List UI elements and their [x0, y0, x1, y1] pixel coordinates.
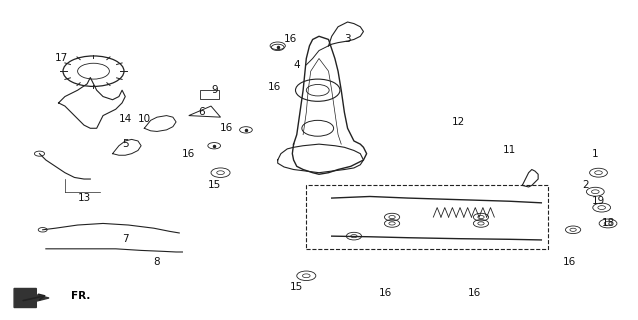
Text: 2: 2 [582, 180, 589, 190]
Text: 15: 15 [207, 180, 221, 190]
Text: 16: 16 [563, 257, 577, 267]
Text: 18: 18 [602, 219, 614, 228]
Text: 14: 14 [119, 114, 132, 124]
Text: 13: 13 [77, 193, 91, 203]
Text: 7: 7 [122, 234, 129, 244]
Text: 16: 16 [379, 288, 392, 298]
Text: 5: 5 [122, 139, 129, 149]
Text: 19: 19 [592, 196, 605, 206]
Text: 16: 16 [468, 288, 481, 298]
Text: 4: 4 [293, 60, 300, 70]
Text: 6: 6 [198, 108, 205, 117]
Text: 16: 16 [220, 123, 234, 133]
Text: 9: 9 [211, 85, 218, 95]
Text: FR.: FR. [71, 292, 91, 301]
Text: 16: 16 [284, 35, 297, 44]
Text: 11: 11 [503, 146, 516, 156]
Text: 16: 16 [182, 149, 195, 159]
Text: 17: 17 [55, 53, 68, 63]
Polygon shape [14, 288, 49, 308]
Text: 3: 3 [345, 35, 351, 44]
Text: 8: 8 [154, 257, 160, 267]
Text: 15: 15 [290, 282, 304, 292]
Text: 1: 1 [592, 149, 598, 159]
Text: 10: 10 [138, 114, 151, 124]
Text: 16: 16 [268, 82, 281, 92]
Text: 12: 12 [452, 117, 465, 127]
